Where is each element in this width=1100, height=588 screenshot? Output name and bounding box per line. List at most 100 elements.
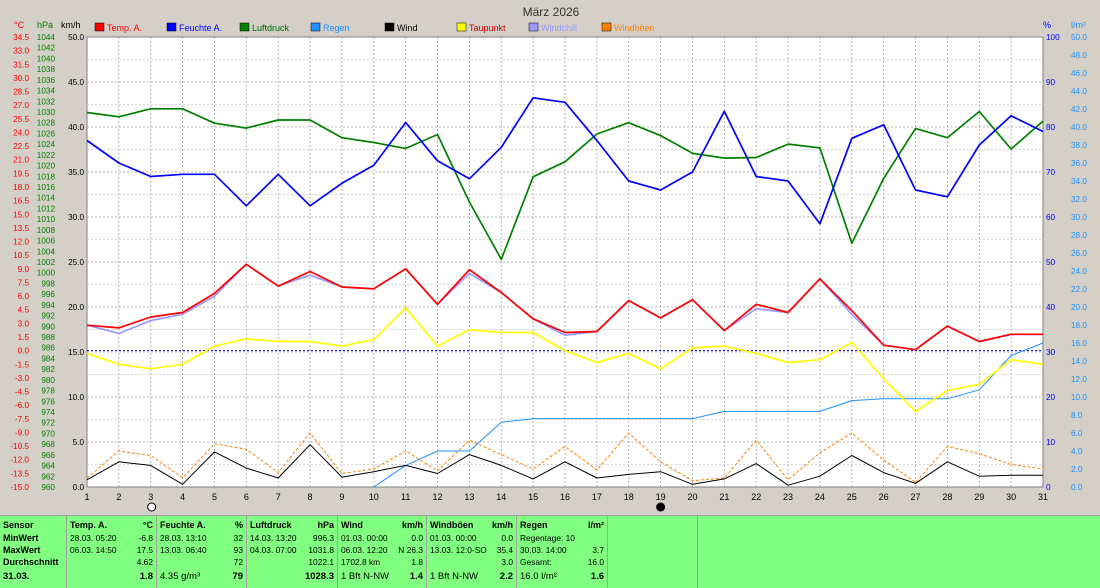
rain-max-date: 30.03.: [520, 545, 544, 555]
temp-max-date: 06.03.: [70, 545, 94, 555]
x-tick-label: 2: [116, 492, 121, 502]
series-line-feuchte-a-: [86, 96, 1044, 225]
y-tick-rain: 18.0: [1071, 321, 1087, 330]
wind-distance: 1702.8 km: [341, 557, 381, 567]
press-max-date: 04.03.: [250, 545, 274, 555]
y-tick-rain: 44.0: [1071, 87, 1087, 96]
y-tick-hpa: 1032: [37, 97, 56, 106]
y-tick-rain: 26.0: [1071, 249, 1087, 258]
y-tick-hpa: 960: [41, 483, 55, 492]
y-tick-temp: 15.0: [13, 210, 29, 219]
y-tick-hpa: 1004: [37, 247, 56, 256]
grid-lines: [87, 37, 1043, 487]
temp-header: Temp. A.: [70, 520, 108, 530]
x-tick-label: 21: [719, 492, 729, 502]
wind-max-time: 12:20: [366, 545, 388, 555]
rain-max-value: 3.7: [592, 545, 604, 555]
y-tick-rain: 22.0: [1071, 285, 1087, 294]
y-tick-rain: 20.0: [1071, 303, 1087, 312]
y-tick-temp: -6.0: [15, 401, 30, 410]
rain-max-time: 14:00: [545, 545, 567, 555]
temp-max-time: 14:50: [95, 545, 117, 555]
y-tick-hpa: 1008: [37, 226, 56, 235]
y-tick-rain: 42.0: [1071, 105, 1087, 114]
y-tick-percent: 50: [1046, 258, 1056, 267]
rain-month-total: 16.0 l/m²: [520, 571, 557, 582]
y-tick-rain: 8.0: [1071, 411, 1083, 420]
legend-label: Windböen: [614, 23, 655, 33]
y-tick-hpa: 1000: [37, 269, 56, 278]
wind-max-value: 26.3: [406, 545, 423, 555]
press-max-time: 07:00: [275, 545, 297, 555]
y-tick-hpa: 976: [41, 397, 55, 406]
temp-min-time: 05:20: [95, 533, 117, 543]
y-tick-hpa: 1026: [37, 129, 56, 138]
current-date: 31.03.: [3, 571, 30, 582]
full-moon-icon: [147, 502, 157, 512]
y-tick-hpa: 1040: [37, 54, 56, 63]
press-min-value: 996.3: [313, 533, 334, 543]
x-tick-label: 9: [339, 492, 344, 502]
press-current: 1028.3: [304, 571, 334, 582]
temp-min-value: -6.8: [138, 533, 153, 543]
legend-label: Feuchte A.: [179, 23, 222, 33]
y-tick-temp: 1.5: [18, 333, 30, 342]
y-tick-rain: 50.0: [1071, 33, 1087, 42]
hum-min-time: 13:10: [185, 533, 207, 543]
x-tick-label: 30: [1006, 492, 1016, 502]
wind-unit: km/h: [401, 520, 423, 530]
y-tick-temp: 31.5: [13, 60, 29, 69]
series-line-temp-a-: [86, 263, 1043, 351]
wind-min-time: 00:00: [366, 533, 388, 543]
y-tick-percent: 100: [1046, 33, 1060, 42]
hum-max-time: 06:40: [185, 545, 207, 555]
y-tick-rain: 30.0: [1071, 213, 1087, 222]
y-tick-rain: 10.0: [1071, 393, 1087, 402]
avg-label: Durchschnitt: [3, 557, 59, 567]
y-tick-hpa: 974: [41, 408, 55, 417]
y-tick-temp: 18.0: [13, 183, 29, 192]
hum-max-date: 13.03.: [160, 545, 184, 555]
y-tick-temp: 3.0: [18, 319, 30, 328]
rain-current: 1.6: [590, 571, 604, 582]
y-tick-kmh: 30.0: [68, 213, 84, 222]
rain-header: Regen: [520, 520, 548, 530]
y-tick-hpa: 1018: [37, 172, 56, 181]
y-tick-hpa: 1012: [37, 204, 56, 213]
x-tick-label: 16: [560, 492, 570, 502]
y-tick-percent: 20: [1046, 393, 1056, 402]
press-min-time: 13:20: [275, 533, 297, 543]
legend-label: Wind: [397, 23, 418, 33]
y-tick-temp: 21.0: [13, 156, 29, 165]
y-tick-hpa: 998: [41, 279, 55, 288]
y-tick-hpa: 1030: [37, 108, 56, 117]
hum-min-value: 32: [233, 533, 243, 543]
wind-avg: 1.8: [411, 557, 423, 567]
hum-header: Feuchte A.: [160, 520, 206, 530]
legend-label: Regen: [323, 23, 350, 33]
x-tick-label: 17: [592, 492, 602, 502]
y-tick-rain: 2.0: [1071, 465, 1083, 474]
y-tick-temp: 7.5: [18, 278, 30, 287]
y-tick-temp: -4.5: [15, 388, 30, 397]
y-tick-kmh: 5.0: [73, 438, 85, 447]
x-tick-label: 5: [212, 492, 217, 502]
y-tick-rain: 24.0: [1071, 267, 1087, 276]
y-tick-hpa: 994: [41, 301, 55, 310]
rain-days: Regentage: 10: [520, 533, 575, 543]
press-unit: hPa: [317, 520, 334, 530]
y-tick-kmh: 45.0: [68, 78, 84, 87]
y-tick-kmh: 10.0: [68, 393, 84, 402]
x-tick-label: 31: [1038, 492, 1048, 502]
y-tick-hpa: 996: [41, 290, 55, 299]
y-tick-temp: 33.0: [13, 47, 29, 56]
y-tick-kmh: 0.0: [73, 483, 85, 492]
x-tick-label: 12: [433, 492, 443, 502]
y-tick-hpa: 992: [41, 312, 55, 321]
rain-unit: l/m²: [587, 520, 604, 530]
y-tick-hpa: 1042: [37, 44, 56, 53]
y-tick-rain: 32.0: [1071, 195, 1087, 204]
series-line-windb-en: [86, 432, 1044, 483]
legend-label: Luftdruck: [252, 23, 290, 33]
y-tick-temp: -3.0: [15, 374, 30, 383]
